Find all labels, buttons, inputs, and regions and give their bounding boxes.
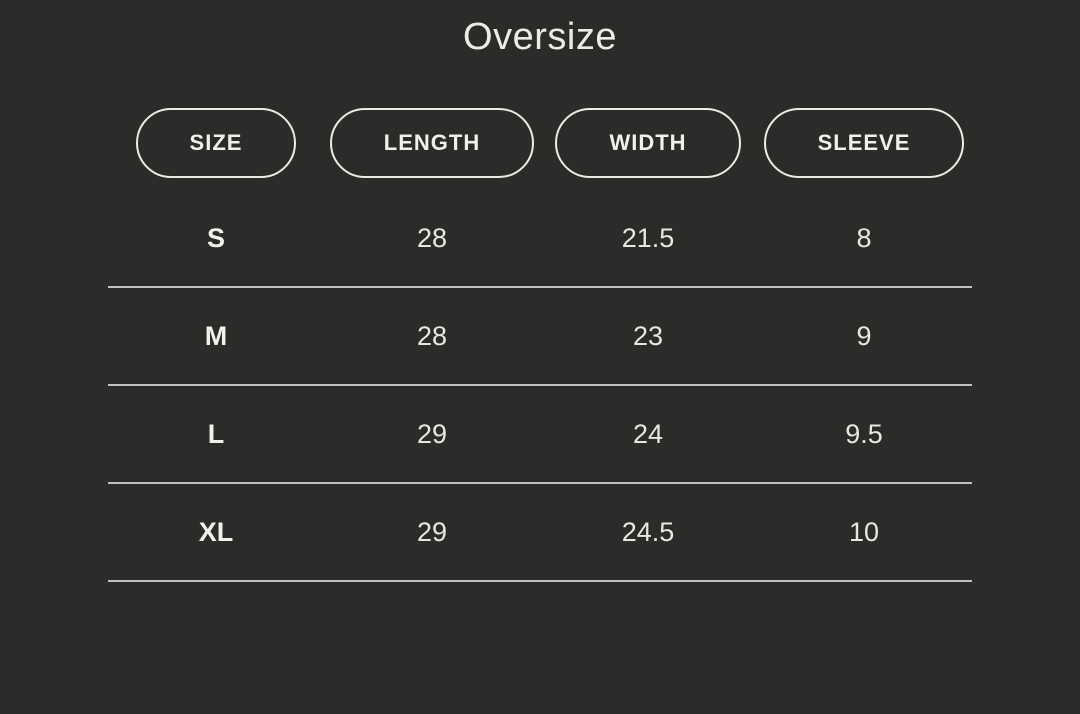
cell-width: 23 <box>632 320 664 351</box>
cell-sleeve: 10 <box>848 516 880 547</box>
column-header-sleeve: SLEEVE <box>763 108 965 178</box>
column-header-sleeve-label: SLEEVE <box>817 130 911 155</box>
cell-sleeve: 9 <box>856 320 872 351</box>
cell-width: 24.5 <box>621 516 675 547</box>
table-row: S 28 21.5 8 <box>108 190 972 288</box>
cell-length: 29 <box>416 516 448 547</box>
cell-size: S <box>206 222 225 253</box>
column-header-size: SIZE <box>135 108 297 178</box>
cell-size: XL <box>198 516 234 547</box>
cell-size: L <box>207 418 225 449</box>
table-row: L 29 24 9.5 <box>108 386 972 484</box>
cell-width: 21.5 <box>621 222 675 253</box>
column-header-width: WIDTH <box>555 108 741 178</box>
column-header-width-label: WIDTH <box>609 130 687 155</box>
cell-size: M <box>204 320 228 351</box>
column-header-size-label: SIZE <box>189 130 243 155</box>
cell-sleeve: 9.5 <box>845 418 883 449</box>
page-title: Oversize <box>463 16 617 58</box>
cell-width: 24 <box>632 418 664 449</box>
column-header-length: LENGTH <box>329 108 535 178</box>
table-row: M 28 23 9 <box>108 288 972 386</box>
table-row: XL 29 24.5 10 <box>108 484 972 582</box>
cell-sleeve: 8 <box>856 222 872 253</box>
cell-length: 28 <box>416 222 448 253</box>
size-table: SIZE LENGTH WIDTH SLEEVE S 28 21.5 8 M 2… <box>108 108 972 582</box>
column-header-length-label: LENGTH <box>383 130 481 155</box>
cell-length: 29 <box>416 418 448 449</box>
cell-length: 28 <box>416 320 448 351</box>
table-header: SIZE LENGTH WIDTH SLEEVE <box>108 108 972 178</box>
